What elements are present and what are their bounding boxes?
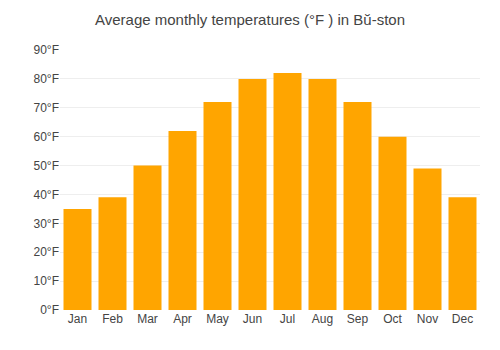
svg-text:80°F: 80°F [34, 72, 59, 86]
svg-text:Jun: Jun [243, 312, 262, 326]
svg-text:Apr: Apr [173, 312, 192, 326]
svg-text:Oct: Oct [383, 312, 402, 326]
svg-text:10°F: 10°F [34, 274, 59, 288]
svg-text:Nov: Nov [417, 312, 438, 326]
svg-text:Feb: Feb [102, 312, 123, 326]
svg-text:90°F: 90°F [34, 43, 59, 57]
svg-text:Jan: Jan [68, 312, 87, 326]
svg-text:30°F: 30°F [34, 217, 59, 231]
svg-text:May: May [206, 312, 229, 326]
svg-text:40°F: 40°F [34, 188, 59, 202]
svg-text:Mar: Mar [137, 312, 158, 326]
svg-text:Aug: Aug [312, 312, 333, 326]
svg-text:0°F: 0°F [40, 303, 59, 317]
svg-text:Jul: Jul [280, 312, 295, 326]
svg-text:50°F: 50°F [34, 159, 59, 173]
svg-text:Dec: Dec [452, 312, 473, 326]
svg-text:60°F: 60°F [34, 130, 59, 144]
svg-text:Sep: Sep [347, 312, 369, 326]
svg-text:70°F: 70°F [34, 101, 59, 115]
svg-text:Average monthly temperatures (: Average monthly temperatures (°F ) in Bŭ… [95, 11, 405, 28]
svg-text:20°F: 20°F [34, 245, 59, 259]
